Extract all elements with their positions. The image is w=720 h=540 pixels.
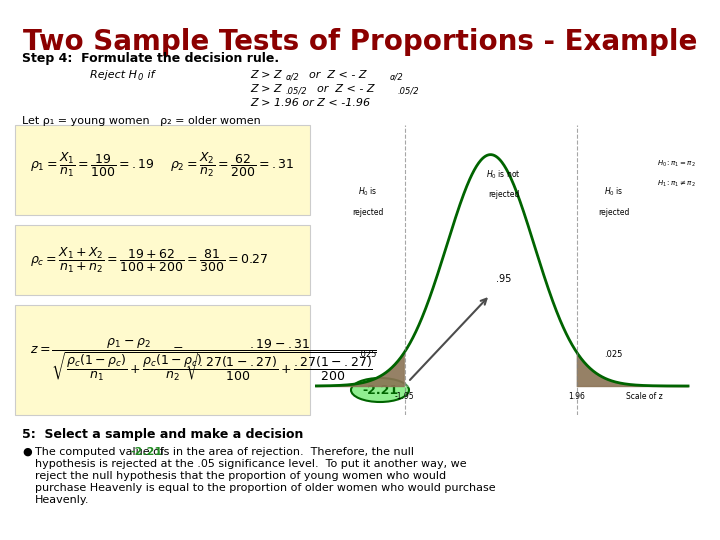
Text: -1.95: -1.95 — [395, 392, 414, 401]
Text: α/2: α/2 — [390, 73, 404, 82]
Text: $H_1: \pi_1 \neq \pi_2$: $H_1: \pi_1 \neq \pi_2$ — [657, 179, 696, 189]
Text: Two Sample Tests of Proportions - Example: Two Sample Tests of Proportions - Exampl… — [23, 28, 697, 56]
Text: 0: 0 — [138, 73, 143, 82]
Text: Step 4:  Formulate the decision rule.: Step 4: Formulate the decision rule. — [22, 52, 279, 65]
Text: .05/2: .05/2 — [286, 87, 307, 96]
FancyBboxPatch shape — [15, 225, 310, 295]
Text: purchase Heavenly is equal to the proportion of older women who would purchase: purchase Heavenly is equal to the propor… — [35, 483, 495, 493]
FancyBboxPatch shape — [15, 125, 310, 215]
Text: .05/2: .05/2 — [398, 87, 420, 96]
Text: 1.96: 1.96 — [568, 392, 585, 401]
Text: Scale of z: Scale of z — [626, 392, 662, 401]
Text: Heavenly.: Heavenly. — [35, 495, 89, 505]
Text: $H_0$ is: $H_0$ is — [603, 186, 624, 198]
Text: $\rho_2 = \dfrac{X_2}{n_2} = \dfrac{62}{200} = .31$: $\rho_2 = \dfrac{X_2}{n_2} = \dfrac{62}{… — [170, 151, 294, 179]
Ellipse shape — [351, 378, 409, 402]
Text: hypothesis is rejected at the .05 significance level.  To put it another way, we: hypothesis is rejected at the .05 signif… — [35, 459, 467, 469]
FancyBboxPatch shape — [15, 305, 310, 415]
Text: .025: .025 — [359, 350, 377, 359]
Text: 5:  Select a sample and make a decision: 5: Select a sample and make a decision — [22, 428, 303, 441]
Text: if: if — [144, 70, 155, 80]
Text: Z > Z: Z > Z — [250, 70, 282, 80]
Text: $\rho_1 = \dfrac{X_1}{n_1} = \dfrac{19}{100} = .19$: $\rho_1 = \dfrac{X_1}{n_1} = \dfrac{19}{… — [30, 151, 155, 179]
Text: $\rho_c = \dfrac{X_1 + X_2}{n_1 + n_2} = \dfrac{19 + 62}{100 + 200} = \dfrac{81}: $\rho_c = \dfrac{X_1 + X_2}{n_1 + n_2} =… — [30, 246, 269, 274]
Text: The computed value of: The computed value of — [35, 447, 167, 457]
Text: or  Z < - Z: or Z < - Z — [310, 84, 374, 94]
Text: ●: ● — [22, 447, 32, 457]
Text: $H_0$ is not: $H_0$ is not — [487, 168, 521, 181]
Text: Z > 1.96 or Z < -1.96: Z > 1.96 or Z < -1.96 — [250, 98, 370, 108]
Text: .95: .95 — [496, 274, 511, 284]
Text: rejected: rejected — [598, 208, 629, 217]
Text: -2.21: -2.21 — [362, 383, 398, 396]
Text: α/2: α/2 — [286, 73, 300, 82]
Text: is in the area of rejection.  Therefore, the null: is in the area of rejection. Therefore, … — [157, 447, 414, 457]
Text: $H_0$ is: $H_0$ is — [358, 186, 377, 198]
Text: reject the null hypothesis that the proportion of young women who would: reject the null hypothesis that the prop… — [35, 471, 446, 481]
Text: rejected: rejected — [488, 191, 519, 199]
Text: Let ρ₁ = young women   ρ₂ = older women: Let ρ₁ = young women ρ₂ = older women — [22, 116, 261, 126]
Text: $= \dfrac{.19 - .31}{\sqrt{\dfrac{.27(1-.27)}{100} + \dfrac{.27(1-.27)}{200}}}$: $= \dfrac{.19 - .31}{\sqrt{\dfrac{.27(1-… — [170, 338, 376, 383]
Text: -2.21: -2.21 — [131, 447, 163, 457]
Text: .025: .025 — [604, 350, 623, 359]
Text: Z > Z: Z > Z — [250, 84, 282, 94]
Text: Reject H: Reject H — [90, 70, 137, 80]
Text: $z = \dfrac{\rho_1 - \rho_2}{\sqrt{\dfrac{\rho_c(1-\rho_c)}{n_1} + \dfrac{\rho_c: $z = \dfrac{\rho_1 - \rho_2}{\sqrt{\dfra… — [30, 336, 207, 383]
Text: rejected: rejected — [352, 208, 383, 217]
Text: or  Z < - Z: or Z < - Z — [302, 70, 366, 80]
Text: $H_0: \pi_1 = \pi_2$: $H_0: \pi_1 = \pi_2$ — [657, 159, 696, 169]
